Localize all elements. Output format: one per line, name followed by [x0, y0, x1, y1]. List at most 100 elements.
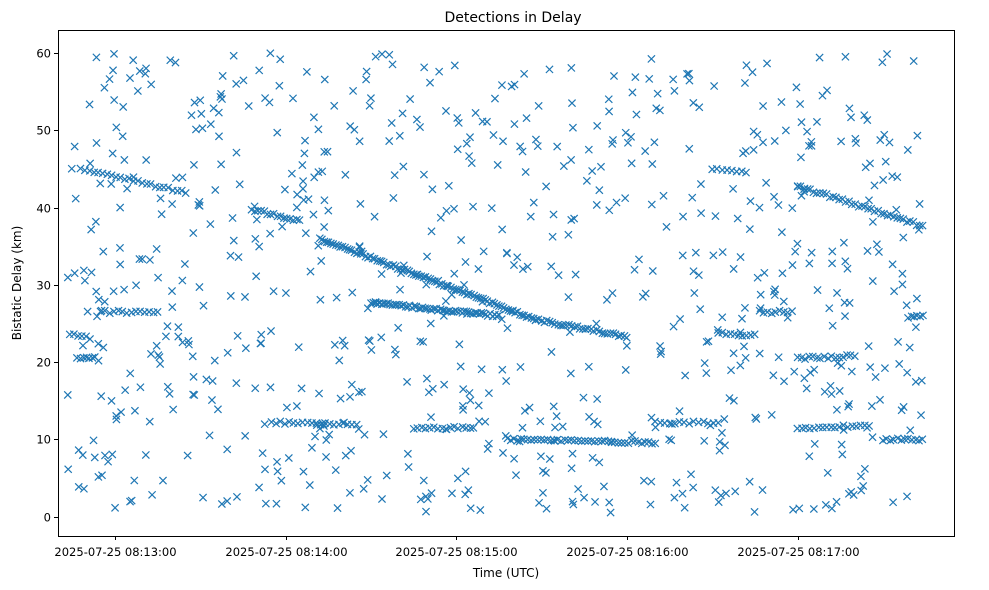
clutter-detection [690, 288, 699, 298]
clutter-detection [844, 402, 853, 411]
clutter-detection [874, 247, 883, 256]
track-detection [331, 241, 340, 250]
clutter-detection [729, 184, 738, 193]
clutter-detection [301, 229, 310, 238]
track-detection [133, 176, 143, 185]
clutter-detection [841, 52, 850, 61]
clutter-detection [266, 383, 275, 392]
clutter-detection [335, 356, 344, 365]
clutter-detection [866, 363, 875, 372]
clutter-detection [689, 98, 698, 107]
clutter-detection [332, 293, 341, 302]
clutter-detection [453, 145, 462, 154]
clutter-detection [196, 96, 205, 105]
track-detection [647, 439, 657, 448]
track-detection [577, 437, 586, 446]
clutter-detection [199, 493, 208, 502]
clutter-detection [749, 145, 758, 154]
clutter-detection [843, 264, 852, 273]
clutter-detection [394, 323, 403, 332]
track-detection [82, 332, 91, 341]
clutter-detection [804, 141, 814, 150]
track-detection [727, 166, 736, 175]
clutter-detection [232, 79, 241, 88]
clutter-detection [548, 232, 557, 241]
track-detection [812, 189, 821, 198]
track-detection [418, 303, 427, 312]
track-detection [839, 421, 848, 430]
track-detection [295, 216, 304, 225]
track-detection [429, 304, 438, 313]
clutter-detection [447, 290, 456, 299]
y-tick-label: 10 [36, 433, 51, 447]
clutter-detection [911, 323, 920, 332]
clutter-detection [322, 452, 331, 461]
clutter-detection [191, 125, 200, 134]
clutter-detection [521, 167, 530, 177]
track-detection [918, 435, 927, 444]
clutter-detection [390, 171, 399, 180]
track-detection [843, 350, 852, 360]
track-detection [679, 418, 688, 427]
clutter-detection [582, 176, 591, 185]
track-detection [550, 436, 559, 445]
clutter-detection [214, 132, 224, 141]
track-detection [442, 281, 451, 290]
track-detection [617, 438, 626, 448]
clutter-detection [733, 214, 742, 223]
clutter-detection [330, 340, 339, 349]
clutter-detection [621, 128, 630, 137]
clutter-detection [426, 413, 436, 422]
clutter-detection [678, 251, 687, 260]
clutter-detection [349, 86, 358, 95]
track-detection [857, 201, 867, 210]
clutter-detection [736, 253, 745, 262]
clutter-detection [864, 342, 873, 351]
clutter-detection [126, 369, 135, 378]
clutter-detection [554, 271, 563, 280]
clutter-detection [123, 184, 132, 193]
clutter-detection [214, 108, 223, 117]
clutter-detection [223, 497, 232, 506]
track-detection [788, 307, 797, 316]
clutter-detection [311, 432, 320, 441]
clutter-detection [398, 109, 407, 118]
clutter-detection [333, 504, 342, 513]
track-detection [622, 333, 631, 342]
clutter-detection [213, 405, 222, 414]
clutter-detection [762, 178, 771, 187]
track-detection [453, 286, 462, 295]
clutter-detection [64, 465, 73, 474]
track-detection [125, 174, 134, 183]
track-detection [877, 209, 886, 218]
clutter-detection [670, 493, 679, 502]
clutter-detection [547, 262, 556, 271]
clutter-detection [895, 359, 904, 368]
clutter-detection [837, 137, 846, 146]
clutter-detection [569, 500, 578, 509]
clutter-detection [71, 194, 80, 203]
clutter-detection [195, 201, 204, 210]
clutter-detection [461, 467, 470, 476]
clutter-detection [667, 436, 676, 445]
clutter-detection [695, 103, 704, 112]
clutter-detection [469, 423, 478, 432]
clutter-detection [621, 365, 630, 374]
clutter-detection [688, 193, 697, 202]
clutter-detection [441, 297, 450, 306]
clutter-detection [759, 101, 768, 111]
track-detection [530, 435, 539, 444]
clutter-detection [462, 139, 471, 148]
clutter-detection [325, 430, 334, 439]
clutter-detection [266, 49, 275, 58]
clutter-detection [365, 101, 374, 110]
clutter-detection [648, 266, 657, 276]
clutter-detection [464, 486, 473, 495]
clutter-detection [442, 206, 451, 215]
track-detection [511, 308, 520, 317]
clutter-detection [832, 497, 841, 506]
clutter-detection [525, 403, 534, 412]
clutter-detection [100, 83, 109, 92]
clutter-detection [395, 285, 405, 294]
clutter-detection [70, 269, 79, 278]
